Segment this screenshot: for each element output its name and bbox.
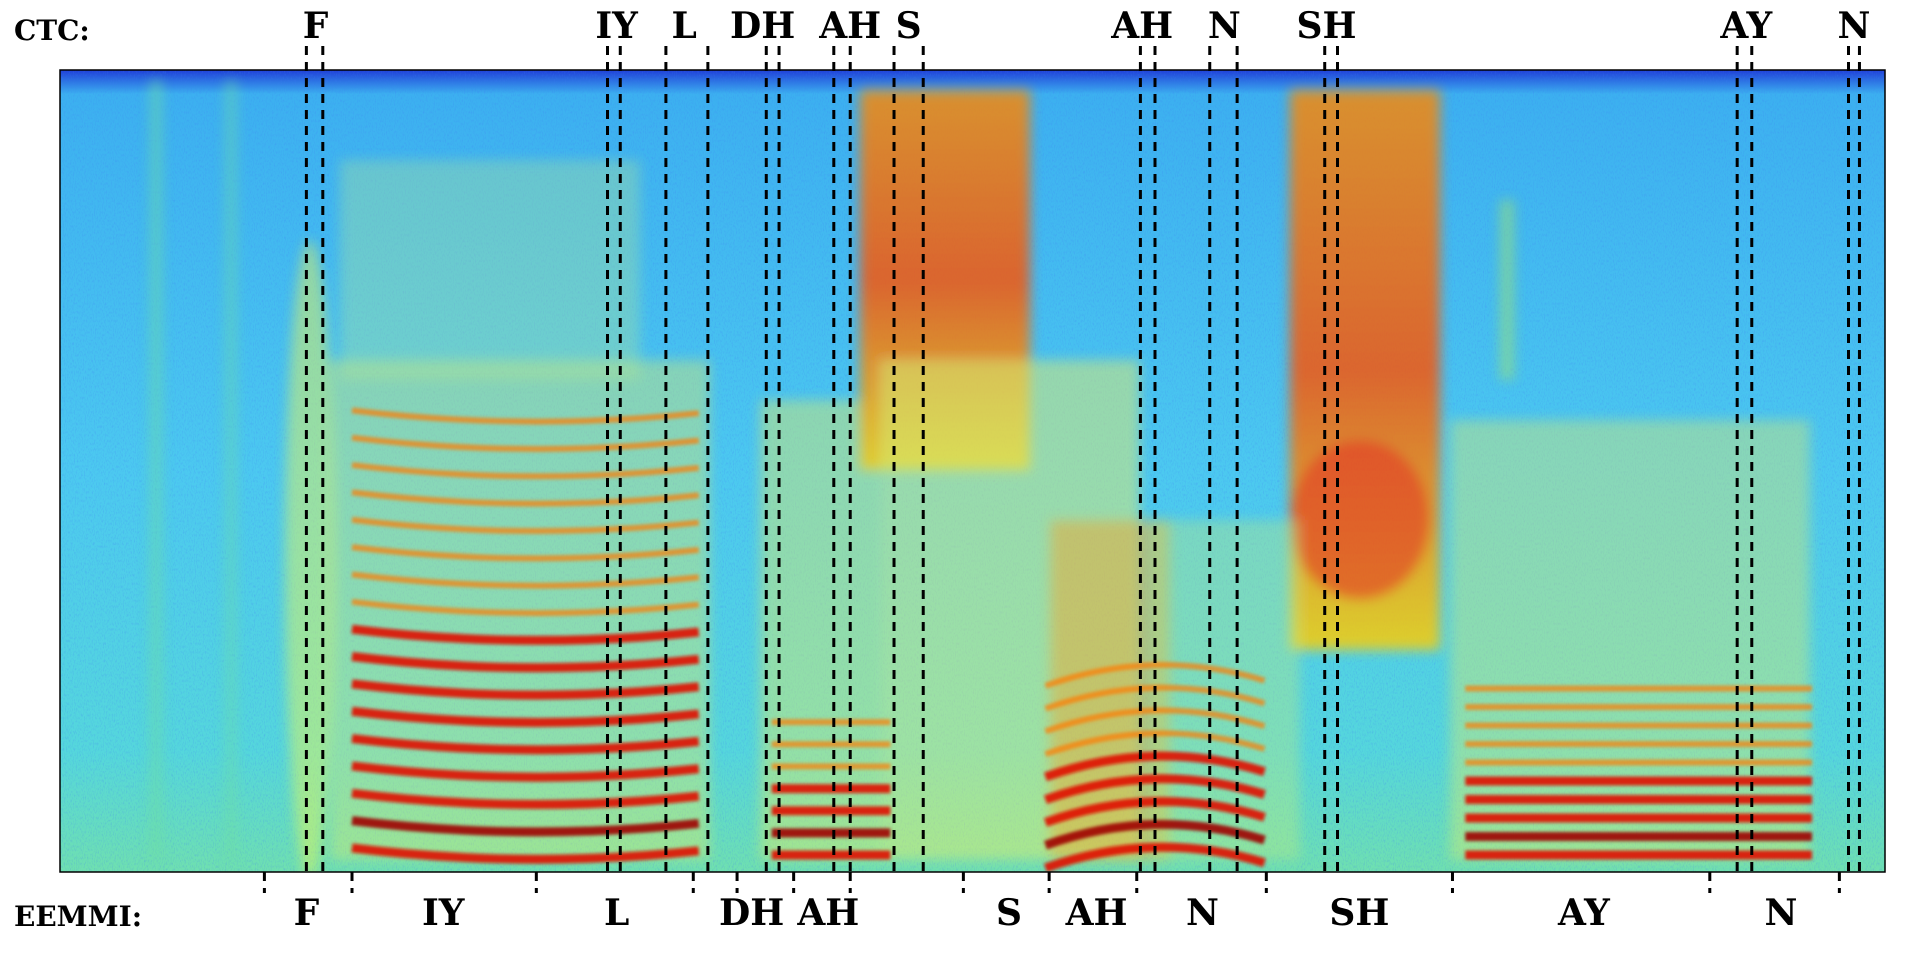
harmonic-band <box>351 489 700 507</box>
harmonic-band <box>351 788 700 810</box>
ctc-phone-label: IY <box>595 5 639 47</box>
ctc-phone-label: L <box>671 5 696 47</box>
eemmi-phone-label: F <box>294 892 320 934</box>
spectrogram-image <box>60 70 1885 872</box>
harmonic-bands <box>351 407 1813 872</box>
ctc-phone-label: S <box>896 5 922 47</box>
eemmi-phone-label: N <box>1186 892 1219 934</box>
ctc-boundary-lines <box>304 46 1861 872</box>
eemmi-phone-label: SH <box>1329 892 1389 934</box>
ctc-phone-label: AH <box>818 5 881 47</box>
harmonic-band <box>351 624 700 645</box>
ctc-phone-label: N <box>1208 5 1241 47</box>
ctc-phone-label: AH <box>1110 5 1173 47</box>
ctc-phone-label: DH <box>730 5 795 47</box>
ctc-tier-label: CTC: <box>14 14 90 47</box>
eemmi-phone-label: AH <box>1065 892 1128 934</box>
harmonic-band <box>351 516 700 535</box>
harmonic-band <box>351 843 700 864</box>
harmonic-band <box>351 706 700 727</box>
harmonic-band <box>351 571 700 589</box>
harmonic-band <box>351 598 700 617</box>
eemmi-phone-labels: F IY L DH AH S AH N SH AY N <box>294 892 1798 934</box>
eemmi-phone-label: L <box>604 892 629 934</box>
harmonic-band <box>351 407 700 425</box>
eemmi-tier-label: EEMMI: <box>14 900 142 933</box>
harmonic-band <box>351 544 700 562</box>
eemmi-phone-label: N <box>1765 892 1798 934</box>
eemmi-phone-label: S <box>996 892 1022 934</box>
ctc-phone-label: F <box>303 5 329 47</box>
ctc-phone-label: SH <box>1297 5 1357 47</box>
plot-frame <box>59 69 1886 873</box>
harmonic-band <box>351 734 700 755</box>
eemmi-phone-label: AY <box>1557 892 1611 934</box>
harmonic-band <box>351 761 700 782</box>
eemmi-phone-label: DH <box>719 892 784 934</box>
ctc-phone-label: N <box>1838 5 1871 47</box>
ctc-phone-labels: F IY L DH AH S AH N SH AY N <box>303 5 1871 47</box>
harmonic-band <box>351 816 700 837</box>
harmonic-band <box>351 652 700 673</box>
eemmi-phone-label: IY <box>422 892 466 934</box>
harmonic-band <box>351 462 700 480</box>
eemmi-phone-label: AH <box>796 892 859 934</box>
ctc-phone-label: AY <box>1719 5 1773 47</box>
harmonic-band <box>351 434 700 452</box>
harmonic-band <box>351 679 700 700</box>
eemmi-boundary-lines <box>262 872 1841 893</box>
